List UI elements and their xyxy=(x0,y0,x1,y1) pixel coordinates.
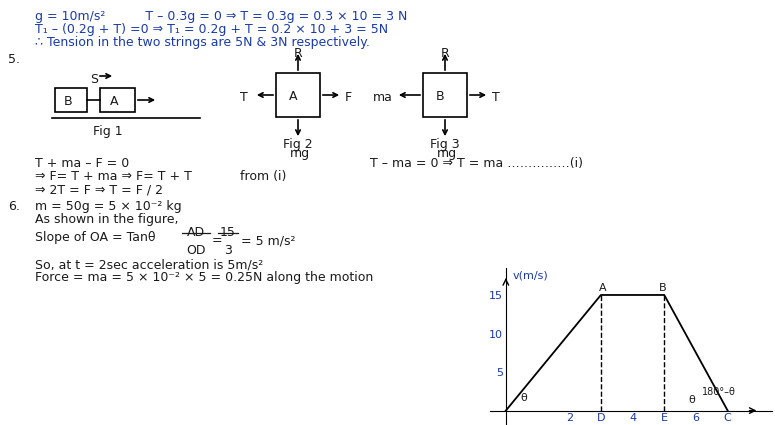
Text: A: A xyxy=(289,90,298,103)
Text: T – ma = 0 ⇒ T = ma ……………(i): T – ma = 0 ⇒ T = ma ……………(i) xyxy=(370,157,583,170)
Text: 5.: 5. xyxy=(8,53,20,66)
Text: OD: OD xyxy=(186,244,205,257)
Text: θ: θ xyxy=(520,393,527,403)
Text: mg: mg xyxy=(437,147,457,160)
Text: from (i): from (i) xyxy=(240,170,287,183)
Text: B: B xyxy=(659,283,666,293)
Text: R: R xyxy=(294,47,303,60)
Text: ⇒ 2T = F ⇒ T = F / 2: ⇒ 2T = F ⇒ T = F / 2 xyxy=(35,183,163,196)
Bar xyxy=(423,73,467,117)
Text: θ: θ xyxy=(688,395,694,405)
Bar xyxy=(276,73,320,117)
Text: B: B xyxy=(436,90,444,103)
Text: 180°–θ: 180°–θ xyxy=(702,387,736,397)
Text: mg: mg xyxy=(290,147,310,160)
Text: Fig 2: Fig 2 xyxy=(283,138,313,151)
Text: T + ma – F = 0: T + ma – F = 0 xyxy=(35,157,129,170)
Text: Slope of OA = Tanθ: Slope of OA = Tanθ xyxy=(35,231,156,244)
Text: 3: 3 xyxy=(224,244,232,257)
Text: ⇒ F= T + ma ⇒ F= T + T: ⇒ F= T + ma ⇒ F= T + T xyxy=(35,170,192,183)
Text: T: T xyxy=(240,91,248,104)
Text: As shown in the figure,: As shown in the figure, xyxy=(35,213,178,226)
Text: g = 10m/s²          T – 0.3g = 0 ⇒ T = 0.3g = 0.3 × 10 = 3 N: g = 10m/s² T – 0.3g = 0 ⇒ T = 0.3g = 0.3… xyxy=(35,10,408,23)
Text: v(m/s): v(m/s) xyxy=(512,271,548,281)
Text: 15: 15 xyxy=(220,226,236,239)
Text: ma: ma xyxy=(373,91,393,104)
Text: B: B xyxy=(64,95,73,108)
Text: =: = xyxy=(212,234,222,247)
Text: S: S xyxy=(90,73,98,86)
Text: Force = ma = 5 × 10⁻² × 5 = 0.25N along the motion: Force = ma = 5 × 10⁻² × 5 = 0.25N along … xyxy=(35,271,374,284)
Bar xyxy=(100,88,135,112)
Text: ∴ Tension in the two strings are 5N & 3N respectively.: ∴ Tension in the two strings are 5N & 3N… xyxy=(35,36,370,49)
Text: So, at t = 2sec acceleration is 5m/s²: So, at t = 2sec acceleration is 5m/s² xyxy=(35,258,264,271)
Text: AD: AD xyxy=(187,226,205,239)
Text: R: R xyxy=(441,47,450,60)
Text: m = 50g = 5 × 10⁻² kg: m = 50g = 5 × 10⁻² kg xyxy=(35,200,181,213)
Text: F: F xyxy=(345,91,352,104)
Text: T: T xyxy=(492,91,500,104)
Text: A: A xyxy=(110,95,119,108)
Bar xyxy=(55,88,87,112)
Text: T₁ – (0.2g + T) =0 ⇒ T₁ = 0.2g + T = 0.2 × 10 + 3 = 5N: T₁ – (0.2g + T) =0 ⇒ T₁ = 0.2g + T = 0.2… xyxy=(35,23,388,36)
Text: Fig 1: Fig 1 xyxy=(93,125,122,138)
Text: A: A xyxy=(598,283,606,293)
Text: = 5 m/s²: = 5 m/s² xyxy=(241,234,295,247)
Text: 6.: 6. xyxy=(8,200,20,213)
Text: Fig 3: Fig 3 xyxy=(430,138,460,151)
